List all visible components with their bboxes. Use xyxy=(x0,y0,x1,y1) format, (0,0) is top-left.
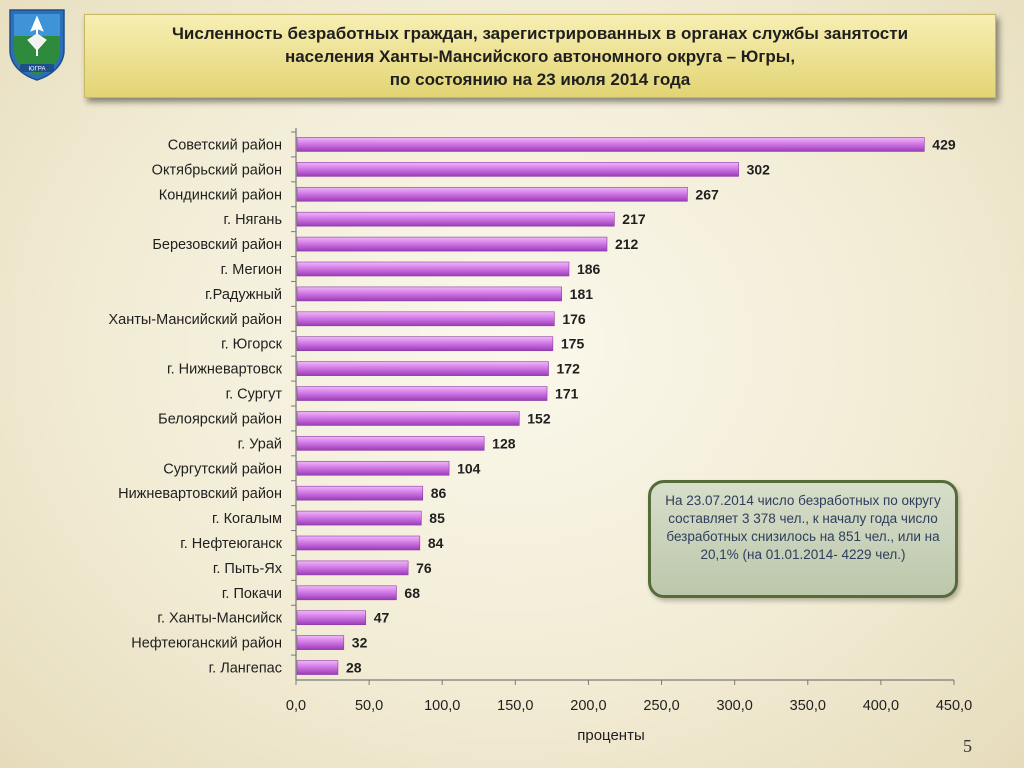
x-tick-label: 200,0 xyxy=(570,698,606,714)
value-label: 186 xyxy=(577,261,601,277)
bar xyxy=(296,485,424,501)
emblem-label: ЮГРА xyxy=(29,67,46,73)
category-label: г. Когалым xyxy=(212,511,282,527)
x-tick-label: 250,0 xyxy=(643,698,679,714)
category-label: г. Югорск xyxy=(221,337,283,353)
value-label: 267 xyxy=(695,186,719,202)
value-label: 28 xyxy=(346,660,362,676)
bar xyxy=(296,585,397,601)
category-label: г. Мегион xyxy=(221,262,282,278)
category-label: Ханты-Мансийский район xyxy=(108,312,282,328)
value-label: 47 xyxy=(374,610,390,626)
bar xyxy=(296,535,421,551)
value-label: 128 xyxy=(492,435,516,451)
category-label: г. Лангепас xyxy=(209,661,282,677)
value-label: 302 xyxy=(747,161,771,177)
category-label: Сургутский район xyxy=(163,461,282,477)
value-label: 68 xyxy=(404,585,420,601)
category-label: Березовский район xyxy=(152,237,282,253)
bar xyxy=(296,386,548,401)
x-tick-label: 400,0 xyxy=(863,698,899,714)
bar xyxy=(296,137,925,152)
page-number: 5 xyxy=(963,736,972,756)
title-line-1: Численность безработных граждан, зарегис… xyxy=(171,23,909,43)
bar xyxy=(296,660,339,675)
bar xyxy=(296,436,485,451)
value-label: 172 xyxy=(557,361,581,377)
x-tick-label: 0,0 xyxy=(286,698,306,714)
x-axis-title: проценты xyxy=(577,727,645,744)
category-label: Кондинский район xyxy=(159,187,282,203)
category-label: г. Нижневартовск xyxy=(167,362,283,378)
value-label: 76 xyxy=(416,560,432,576)
bar xyxy=(296,635,345,650)
x-tick-label: 450,0 xyxy=(936,698,972,714)
bar xyxy=(296,261,570,277)
category-label: г.Радужный xyxy=(205,287,282,303)
value-label: 86 xyxy=(431,485,447,501)
value-label: 32 xyxy=(352,635,368,651)
value-label: 152 xyxy=(527,410,551,426)
bar xyxy=(296,211,615,227)
bar xyxy=(296,361,549,376)
value-label: 171 xyxy=(555,386,579,402)
title-line-2: населения Ханты-Мансийского автономного … xyxy=(284,46,796,66)
category-label: Нефтеюганский район xyxy=(131,636,282,652)
category-label: г. Урай xyxy=(238,436,282,452)
x-tick-label: 150,0 xyxy=(497,698,533,714)
title-box: Численность безработных граждан, зарегис… xyxy=(84,14,996,98)
bar xyxy=(296,510,422,526)
coat-of-arms-icon: ЮГРА xyxy=(9,9,65,81)
category-label: Нижневартовский район xyxy=(118,486,282,502)
x-tick-label: 100,0 xyxy=(424,698,460,714)
category-label: Белоярский район xyxy=(158,411,282,427)
title-line-3: по состоянию на 23 июля 2014 года xyxy=(389,69,691,89)
value-label: 175 xyxy=(561,336,585,352)
x-tick-label: 350,0 xyxy=(790,698,826,714)
bar xyxy=(296,311,555,327)
value-label: 212 xyxy=(615,236,639,252)
value-label: 84 xyxy=(428,535,444,551)
value-label: 176 xyxy=(562,311,586,327)
bar xyxy=(296,336,554,352)
value-label: 429 xyxy=(932,136,956,152)
bar xyxy=(296,560,409,576)
x-tick-label: 300,0 xyxy=(717,698,753,714)
bar xyxy=(296,186,688,202)
value-label: 181 xyxy=(570,286,594,302)
bar xyxy=(296,236,608,252)
category-label: Советский район xyxy=(168,137,282,153)
bar xyxy=(296,162,739,177)
category-label: Октябрьский район xyxy=(152,162,282,178)
x-tick-label: 50,0 xyxy=(355,698,383,714)
bar xyxy=(296,411,520,426)
value-label: 104 xyxy=(457,460,481,476)
category-label: г. Сургут xyxy=(226,387,283,403)
category-label: г. Ханты-Мансийск xyxy=(157,611,282,627)
bar xyxy=(296,610,367,626)
category-label: г. Нягань xyxy=(224,212,283,228)
category-label: г. Пыть-Ях xyxy=(213,561,283,577)
category-label: г. Нефтеюганск xyxy=(180,536,282,552)
category-label: г. Покачи xyxy=(222,586,282,602)
bar xyxy=(296,460,450,476)
value-label: 217 xyxy=(622,211,646,227)
value-label: 85 xyxy=(429,510,445,526)
bar xyxy=(296,286,562,302)
summary-note: На 23.07.2014 число безработных по округ… xyxy=(648,480,958,598)
